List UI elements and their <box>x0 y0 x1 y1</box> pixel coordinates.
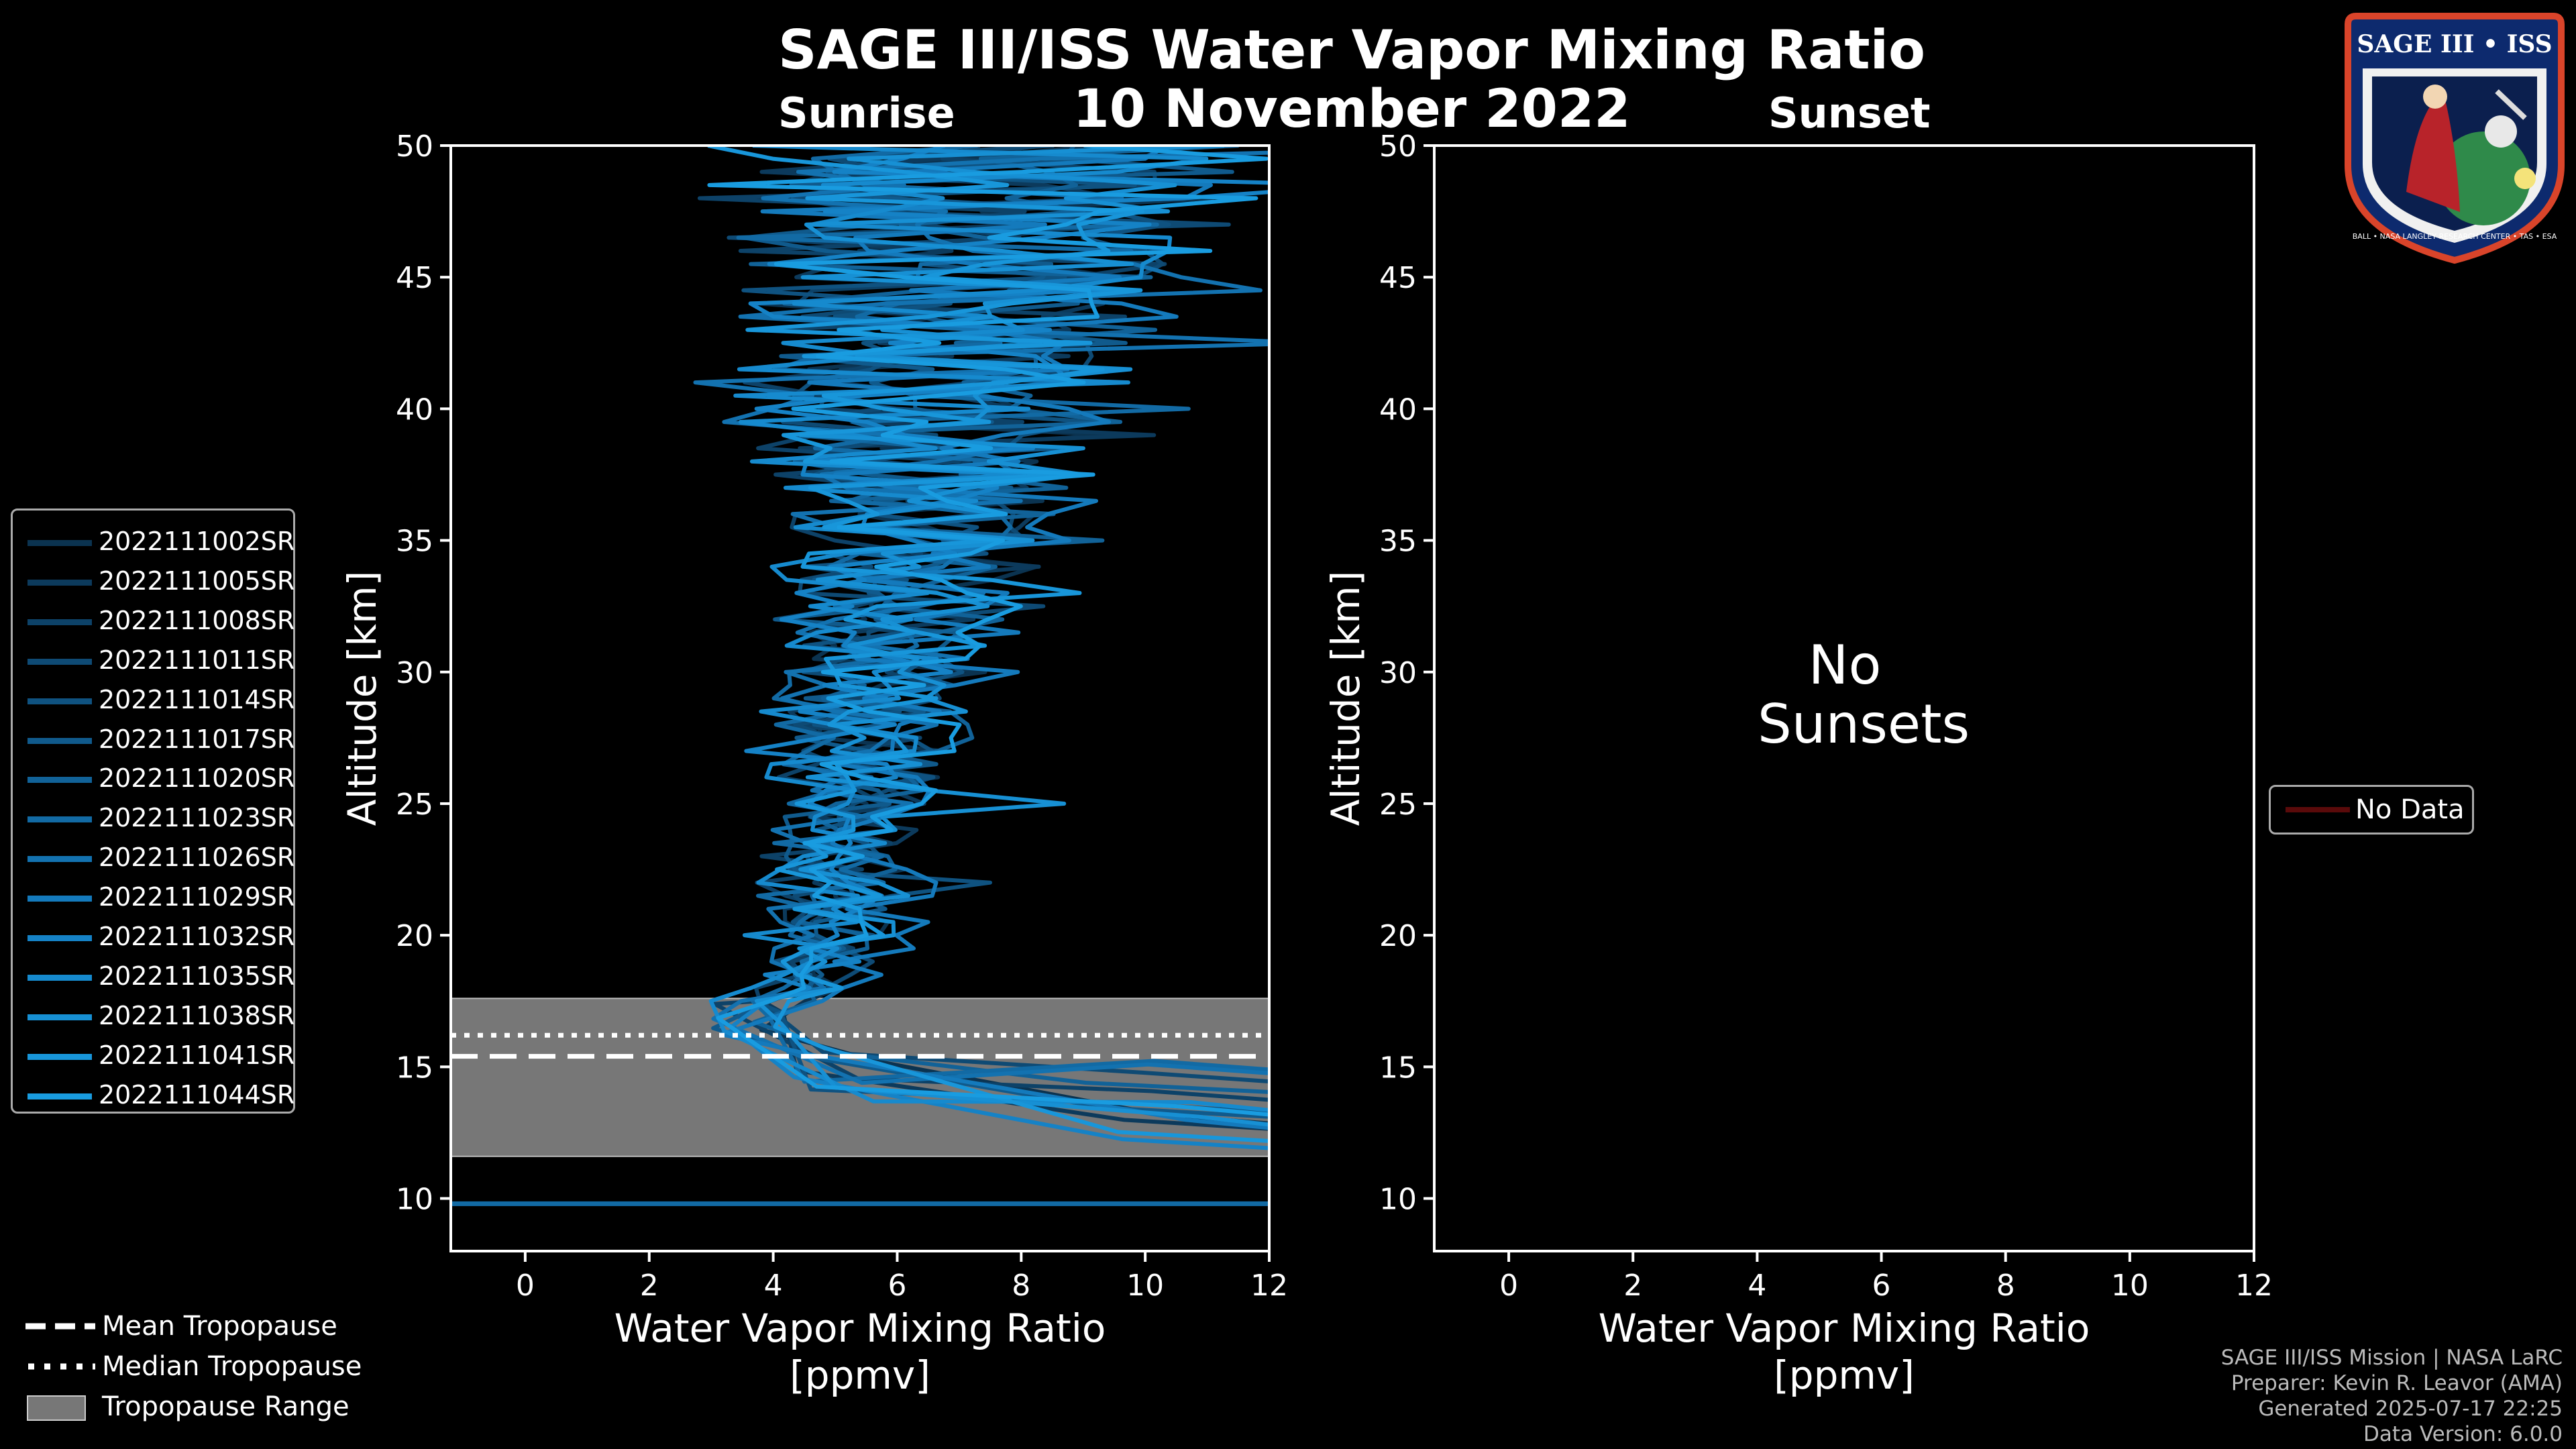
sunrise-ytick-label: 45 <box>396 261 433 295</box>
sunrise-ytick-label: 20 <box>396 919 433 953</box>
legend-swatch <box>28 896 92 902</box>
sunrise-xtick-label: 8 <box>1012 1269 1030 1303</box>
footer-mission: SAGE III/ISS Mission | NASA LaRC <box>2220 1346 2563 1370</box>
legend-swatch <box>28 579 92 586</box>
date-title: 10 November 2022 <box>1073 79 1631 140</box>
sunset-xlabel: Water Vapor Mixing Ratio <box>1599 1305 2090 1351</box>
sunset-ytick-label: 15 <box>1379 1051 1417 1085</box>
sunset-xtick-label: 0 <box>1499 1269 1518 1303</box>
sunset-ytick-label: 50 <box>1379 129 1417 164</box>
sunrise-ytick-label: 25 <box>396 788 433 822</box>
chart-title: SAGE III/ISS Water Vapor Mixing Ratio <box>777 19 1926 81</box>
legend-label: 2022111041SR <box>99 1040 295 1070</box>
sunset-legend: No Data <box>2269 785 2474 835</box>
sunset-xtick-label: 4 <box>1748 1269 1766 1303</box>
footer-preparer: Preparer: Kevin R. Leavor (AMA) <box>2231 1371 2563 1395</box>
legend-label: 2022111038SR <box>99 1000 295 1030</box>
legend-swatch <box>28 737 92 744</box>
legend-swatch <box>28 777 92 784</box>
sunrise-xtick-label: 12 <box>1250 1269 1288 1303</box>
legend-swatch <box>28 658 92 665</box>
footer-version: Data Version: 6.0.0 <box>2363 1422 2563 1446</box>
legend-label: 2022111005SR <box>99 566 295 596</box>
legend-label: 2022111008SR <box>99 605 295 635</box>
logo-top-text: SAGE III • ISS <box>2357 30 2552 58</box>
sunset-xtick-label: 2 <box>1623 1269 1642 1303</box>
sunset-xtick-label: 12 <box>2235 1269 2273 1303</box>
sunrise-panel: 0 2 4 6 8 10 12 10 15 20 25 30 35 40 45 50 Altitude [km… <box>339 129 1288 1398</box>
legend-swatch <box>28 1014 92 1020</box>
legend-label: 2022111014SR <box>99 684 295 714</box>
sunset-ytick-label: 25 <box>1379 788 1417 822</box>
legend-swatch <box>28 1093 92 1099</box>
sunset-xlabel-units: [ppmv] <box>1774 1352 1915 1398</box>
sunrise-xlabel-units: [ppmv] <box>790 1352 930 1398</box>
mean-tropopause-swatch <box>25 1323 95 1330</box>
legend-label: 2022111035SR <box>99 961 295 991</box>
sunrise-xtick-label: 2 <box>640 1269 659 1303</box>
sunrise-xtick-label: 4 <box>764 1269 783 1303</box>
sunset-ytick-label: 30 <box>1379 656 1417 690</box>
legend-label: 2022111044SR <box>99 1079 295 1110</box>
sunrise-legend: 2022111002SR 2022111005SR 2022111008SR 2022… <box>11 508 295 1114</box>
sunrise-xtick-label: 10 <box>1126 1269 1164 1303</box>
sunrise-xlabel: Water Vapor Mixing Ratio <box>614 1305 1106 1351</box>
no-sunsets-line2: Sunsets <box>1758 693 1970 755</box>
median-tropopause-label: Median Tropopause <box>102 1351 362 1382</box>
sunset-ytick-label: 10 <box>1379 1183 1417 1217</box>
sunset-ytick-label: 40 <box>1379 392 1417 427</box>
sunset-ytick-label: 35 <box>1379 525 1417 559</box>
sunrise-panel-title: Sunrise <box>778 89 955 138</box>
footer-credits: SAGE III/ISS Mission | NASA LaRC Prepare… <box>2221 1345 2563 1447</box>
legend-swatch <box>28 816 92 823</box>
sunset-xtick-label: 8 <box>1996 1269 2015 1303</box>
legend-swatch <box>28 1053 92 1060</box>
legend-label: 2022111032SR <box>99 922 295 951</box>
sunset-panel-title: Sunset <box>1768 89 1931 138</box>
legend-swatch <box>28 935 92 941</box>
sunset-ytick-label: 20 <box>1379 919 1417 953</box>
mean-tropopause-label: Mean Tropopause <box>102 1311 337 1342</box>
legend-swatch <box>28 619 92 625</box>
sunrise-ytick-label: 10 <box>396 1183 433 1217</box>
no-sunsets-line1: No <box>1808 634 1882 696</box>
footer-generated: Generated 2025-07-17 22:25 <box>2258 1397 2563 1421</box>
tropopause-range-label: Tropopause Range <box>102 1391 350 1422</box>
no-data-label: No Data <box>2355 794 2465 825</box>
sunrise-plot-frame <box>449 144 1271 1252</box>
sunset-ylabel: Altitude [km] <box>1323 571 1368 826</box>
median-tropopause-swatch <box>28 1363 95 1370</box>
tropopause-legend: Mean Tropopause Median Tropopause Tropop… <box>13 1307 389 1434</box>
no-data-swatch <box>2286 807 2350 812</box>
tropopause-range-swatch <box>27 1395 86 1421</box>
sunset-panel: 0 2 4 6 8 10 12 10 15 20 25 30 35 40 45 50 Altitude [km… <box>1323 129 2273 1398</box>
legend-swatch <box>28 974 92 981</box>
sunset-xtick-label: 10 <box>2111 1269 2149 1303</box>
sunrise-xtick-label: 6 <box>888 1269 906 1303</box>
sunrise-ytick-label: 35 <box>396 525 433 559</box>
sunset-ytick-label: 45 <box>1379 261 1417 295</box>
legend-label: 2022111017SR <box>99 724 295 754</box>
sage-iii-iss-logo: SAGE III • ISS BALL • NASA LANGLEY RESEA… <box>2345 13 2565 264</box>
legend-swatch <box>28 856 92 863</box>
legend-label: 2022111011SR <box>99 645 295 675</box>
legend-swatch <box>28 698 92 704</box>
sunrise-ytick-label: 30 <box>396 656 433 690</box>
sunrise-xtick-label: 0 <box>516 1269 535 1303</box>
sunrise-ytick-label: 40 <box>396 392 433 427</box>
logo-ring-text: BALL • NASA LANGLEY RESEARCH CENTER • TA… <box>2353 232 2557 241</box>
legend-label: 2022111029SR <box>99 882 295 912</box>
sunset-plot-frame <box>1433 144 2255 1252</box>
profile-line-2022111044SR <box>707 146 1269 1117</box>
legend-swatch <box>28 540 92 546</box>
legend-label: 2022111020SR <box>99 763 295 794</box>
legend-label: 2022111002SR <box>99 527 295 556</box>
sunrise-ytick-label: 15 <box>396 1051 433 1085</box>
sunrise-ylabel: Altitude [km] <box>339 571 385 826</box>
sunset-xtick-label: 6 <box>1872 1269 1891 1303</box>
sunrise-ytick-label: 50 <box>396 129 433 164</box>
legend-label: 2022111026SR <box>99 843 295 873</box>
legend-label: 2022111023SR <box>99 803 295 833</box>
